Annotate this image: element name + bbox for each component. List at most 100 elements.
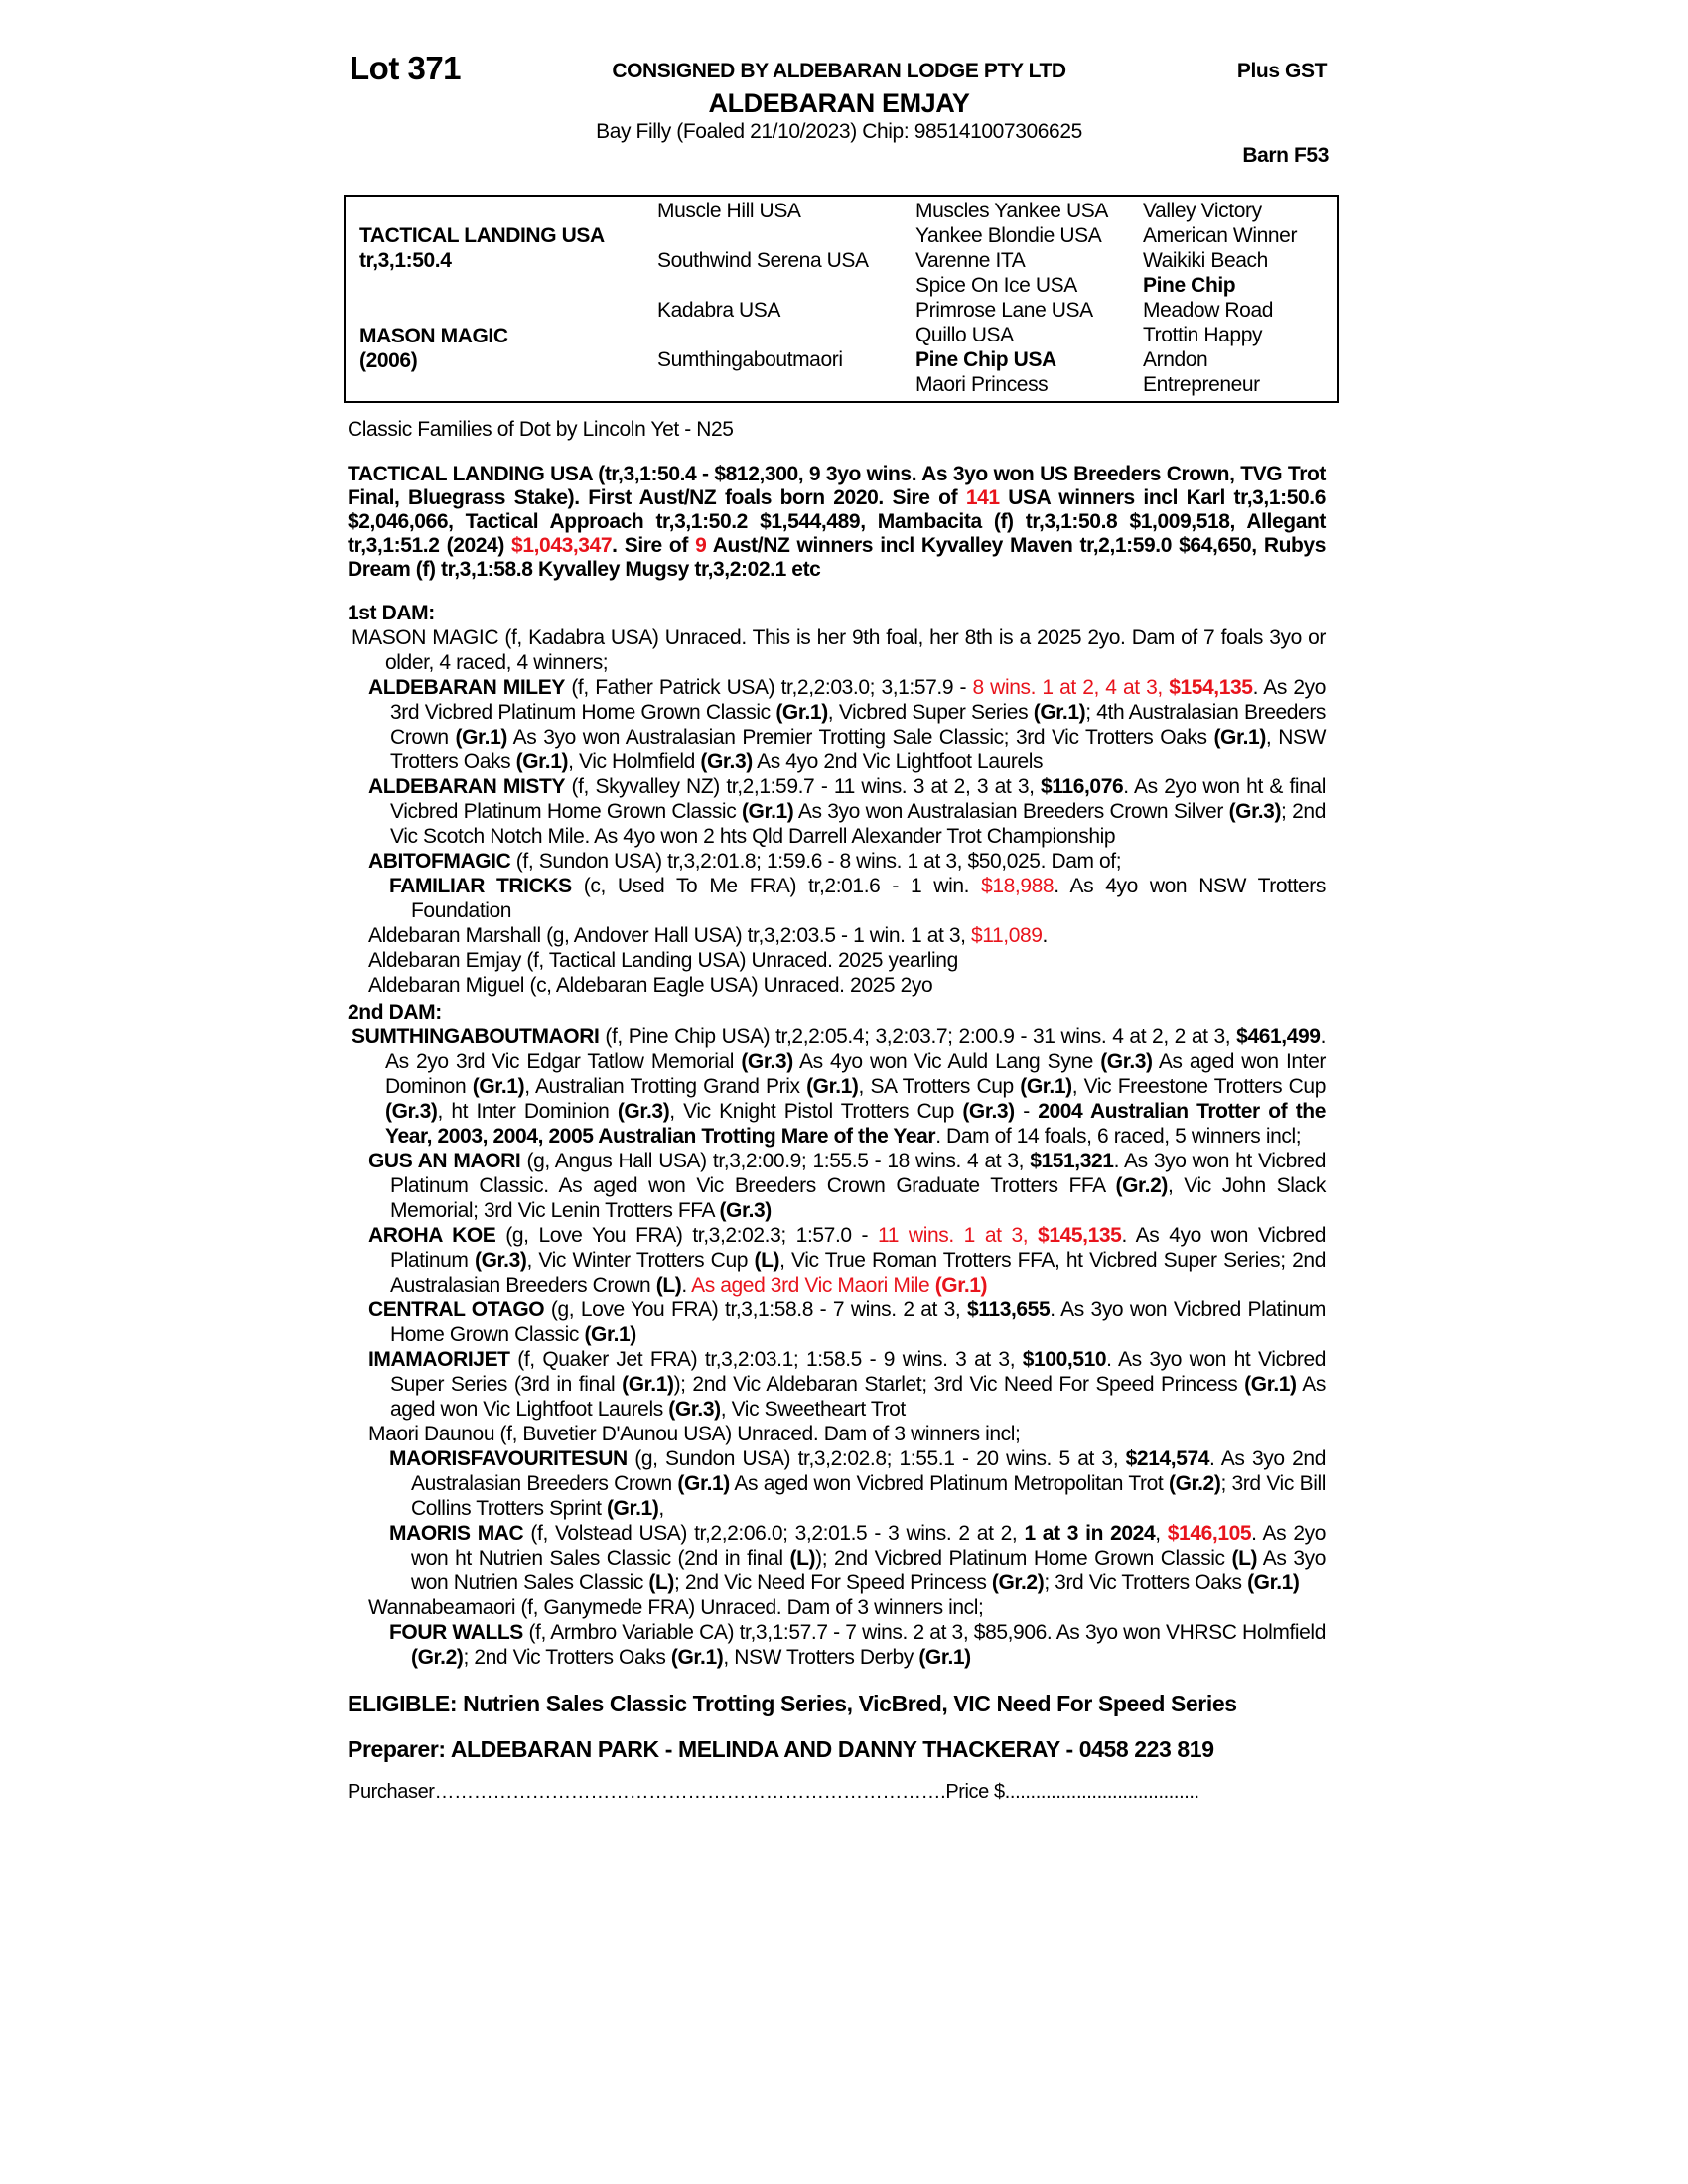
second-dam-heading: 2nd DAM:: [348, 1001, 442, 1024]
text-segment: ; 2nd Vic Scotch Notch Mile. As 4yo won …: [390, 800, 1326, 848]
text-segment: (f, Armbro Variable CA) tr,3,1:57.7 - 7 …: [522, 1621, 1326, 1644]
pedigree-dam-year: (2006): [359, 349, 418, 372]
text-segment: $154,135: [1169, 676, 1253, 699]
text-segment: . As 2yo won ht Nutrien Sales Classic (2…: [411, 1522, 1326, 1570]
text-segment: (Gr.3): [617, 1100, 670, 1123]
text-segment: (Gr.1): [806, 1075, 859, 1098]
gst-note: Plus GST: [1236, 60, 1328, 82]
text-segment: $145,135: [1038, 1224, 1122, 1247]
text-segment: $151,321: [1030, 1150, 1114, 1172]
text-segment: $18,988: [981, 875, 1055, 897]
produce-entry: CENTRAL OTAGO (g, Love You FRA) tr,3,1:5…: [348, 1297, 1326, 1347]
text-segment: . As 4yo won NSW Trotters Foundation: [411, 875, 1326, 922]
text-segment: $113,655: [967, 1298, 1051, 1321]
text-segment: (g, Love You FRA) tr,3,2:02.3; 1:57.0 -: [495, 1224, 879, 1247]
second-dam-section: SUMTHINGABOUTMAORI (f, Pine Chip USA) tr…: [348, 1024, 1326, 1670]
text-segment: ; 4th Australasian Breeders Crown: [390, 701, 1327, 749]
text-segment: . As 2yo 3rd Vic Edgar Tatlow Memorial: [385, 1025, 1326, 1073]
text-segment: (Gr.1): [934, 1274, 988, 1297]
text-segment: . As 4yo won Vicbred Platinum: [390, 1224, 1326, 1272]
text-segment: (f, Sundon USA) tr,3,2:01.8; 1:59.6 - 8 …: [510, 850, 1122, 873]
pedigree-gen4-horse: Pine Chip: [1143, 274, 1236, 297]
text-segment: (Gr.1): [515, 751, 569, 773]
text-segment: Aldebaran Miguel (c, Aldebaran Eagle USA…: [368, 974, 933, 997]
text-segment: (f, Quaker Jet FRA) tr,3,2:03.1; 1:58.5 …: [509, 1348, 1023, 1371]
text-segment: $461,499: [1236, 1025, 1321, 1048]
text-segment: (Gr.3): [475, 1249, 527, 1272]
pedigree-gen4-horse: Waikiki Beach: [1143, 249, 1268, 272]
text-segment: TACTICAL LANDING USA (tr,3,1:50.4 - $812…: [348, 463, 1326, 509]
text-segment: (f, Skyvalley NZ) tr,2,1:59.7 - 11 wins.…: [565, 775, 1042, 798]
text-segment: $100,510: [1022, 1348, 1107, 1371]
text-segment: .: [681, 1274, 692, 1297]
text-segment: $146,105: [1167, 1522, 1252, 1545]
text-segment: (g, Love You FRA) tr,3,1:58.8 - 7 wins. …: [544, 1298, 968, 1321]
consignor: CONSIGNED BY ALDEBARAN LODGE PTY LTD: [612, 60, 1066, 82]
first-dam-heading: 1st DAM:: [348, 602, 435, 624]
text-segment: ,: [658, 1497, 664, 1520]
produce-entry: GUS AN MAORI (g, Angus Hall USA) tr,3,2:…: [348, 1149, 1326, 1223]
text-segment: (Gr.3): [668, 1398, 721, 1421]
text-segment: (Gr.1): [472, 1075, 525, 1098]
horse-name: ALDEBARAN EMJAY: [708, 88, 970, 118]
text-segment: GUS AN MAORI: [368, 1150, 521, 1172]
text-segment: (Gr.3): [719, 1199, 772, 1222]
text-segment: Aldebaran Marshall (g, Andover Hall USA)…: [368, 924, 971, 947]
text-segment: (Gr.1): [677, 1472, 730, 1495]
text-segment: . As 2yo won ht & final Vicbred Platinum…: [390, 775, 1326, 823]
produce-entry: IMAMAORIJET (f, Quaker Jet FRA) tr,3,2:0…: [348, 1347, 1326, 1422]
text-segment: , Vic Sweetheart Trot: [720, 1398, 907, 1421]
text-segment: FOUR WALLS: [389, 1621, 523, 1644]
pedigree-gen3-horse: Spice On Ice USA: [915, 274, 1077, 297]
text-segment: ); 2nd Vic Aldebaran Starlet; 3rd Vic Ne…: [673, 1373, 1245, 1396]
text-segment: , SA Trotters Cup: [858, 1075, 1021, 1098]
text-segment: ; 2nd Vic Trotters Oaks: [463, 1646, 671, 1669]
text-segment: 2004 Australian Trotter of the Year, 200…: [385, 1100, 1326, 1148]
produce-entry: FOUR WALLS (f, Armbro Variable CA) tr,3,…: [348, 1620, 1326, 1670]
text-segment: $11,089: [970, 924, 1043, 947]
pedigree-gen3-horse: Primrose Lane USA: [915, 299, 1093, 322]
text-segment: (Gr.3): [741, 1050, 793, 1073]
text-segment: (f, Volstead USA) tr,2,2:06.0; 3,2:01.5 …: [523, 1522, 1025, 1545]
horse-description: Bay Filly (Foaled 21/10/2023) Chip: 9851…: [596, 120, 1082, 143]
text-segment: , ht Inter Dominion: [437, 1100, 618, 1123]
text-segment: . Dam of 14 foals, 6 raced, 5 winners in…: [935, 1125, 1302, 1148]
text-segment: 11 wins. 1 at 3,: [878, 1224, 1039, 1247]
produce-entry: Wannabeamaori (f, Ganymede FRA) Unraced.…: [348, 1595, 1326, 1620]
text-segment: 141: [965, 486, 1000, 509]
text-segment: (Gr.1): [584, 1323, 636, 1346]
price-field[interactable]: Price $.................................…: [945, 1781, 1199, 1803]
text-segment: (Gr.3): [700, 751, 753, 773]
pedigree-gen4-horse: American Winner: [1143, 224, 1298, 247]
eligibility: ELIGIBLE: Nutrien Sales Classic Trotting…: [348, 1691, 1237, 1716]
text-segment: Wannabeamaori (f, Ganymede FRA) Unraced.…: [368, 1596, 984, 1619]
produce-entry: ABITOFMAGIC (f, Sundon USA) tr,3,2:01.8;…: [348, 849, 1326, 874]
pedigree-gen4-horse: Valley Victory: [1143, 200, 1262, 222]
text-segment: 9: [695, 534, 707, 557]
purchaser-field[interactable]: Purchaser…………………………………………………………………….: [348, 1781, 946, 1803]
produce-entry: MAORIS MAC (f, Volstead USA) tr,2,2:06.0…: [348, 1521, 1326, 1595]
pedigree-table: TACTICAL LANDING USA tr,3,1:50.4 MASON M…: [344, 195, 1339, 403]
pedigree-gen3-horse: Pine Chip USA: [915, 348, 1056, 371]
text-segment: FAMILIAR TRICKS: [389, 875, 572, 897]
text-segment: (Gr.1): [670, 1646, 724, 1669]
lot-number: Lot 371: [350, 50, 462, 86]
text-segment: (Gr.1): [606, 1497, 659, 1520]
text-segment: . As 2yo 3rd Vicbred Platinum Home Grown…: [390, 676, 1326, 724]
pedigree-gen3-horse: Yankee Blondie USA: [915, 224, 1102, 247]
text-segment: USA winners incl Karl tr,3,1:50.6 $2,046…: [348, 486, 1326, 557]
text-segment: , Vic John Slack Memorial; 3rd Vic Lenin…: [390, 1174, 1326, 1222]
text-segment: , Vic Knight Pistol Trotters Cup: [669, 1100, 963, 1123]
text-segment: ; 3rd Vic Trotters Oaks: [1044, 1571, 1248, 1594]
pedigree-gen2-horse: Sumthingaboutmaori: [657, 348, 843, 371]
pedigree-gen2-horse: Muscle Hill USA: [657, 200, 801, 222]
text-segment: (f, Father Patrick USA) tr,2,2:03.0; 3,1…: [564, 676, 973, 699]
text-segment: (Gr.1): [1244, 1373, 1297, 1396]
text-segment: ; 3rd Vic Bill Collins Trotters Sprint: [411, 1472, 1326, 1520]
pedigree-gen4-horse: Arndon: [1143, 348, 1208, 371]
text-segment: (L): [655, 1274, 682, 1297]
produce-entry: ALDEBARAN MISTY (f, Skyvalley NZ) tr,2,1…: [348, 774, 1326, 849]
text-segment: (Gr.1): [1020, 1075, 1072, 1098]
text-segment: (Gr.3): [385, 1100, 438, 1123]
text-segment: . As 3yo 2nd Australasian Breeders Crown: [411, 1447, 1326, 1495]
